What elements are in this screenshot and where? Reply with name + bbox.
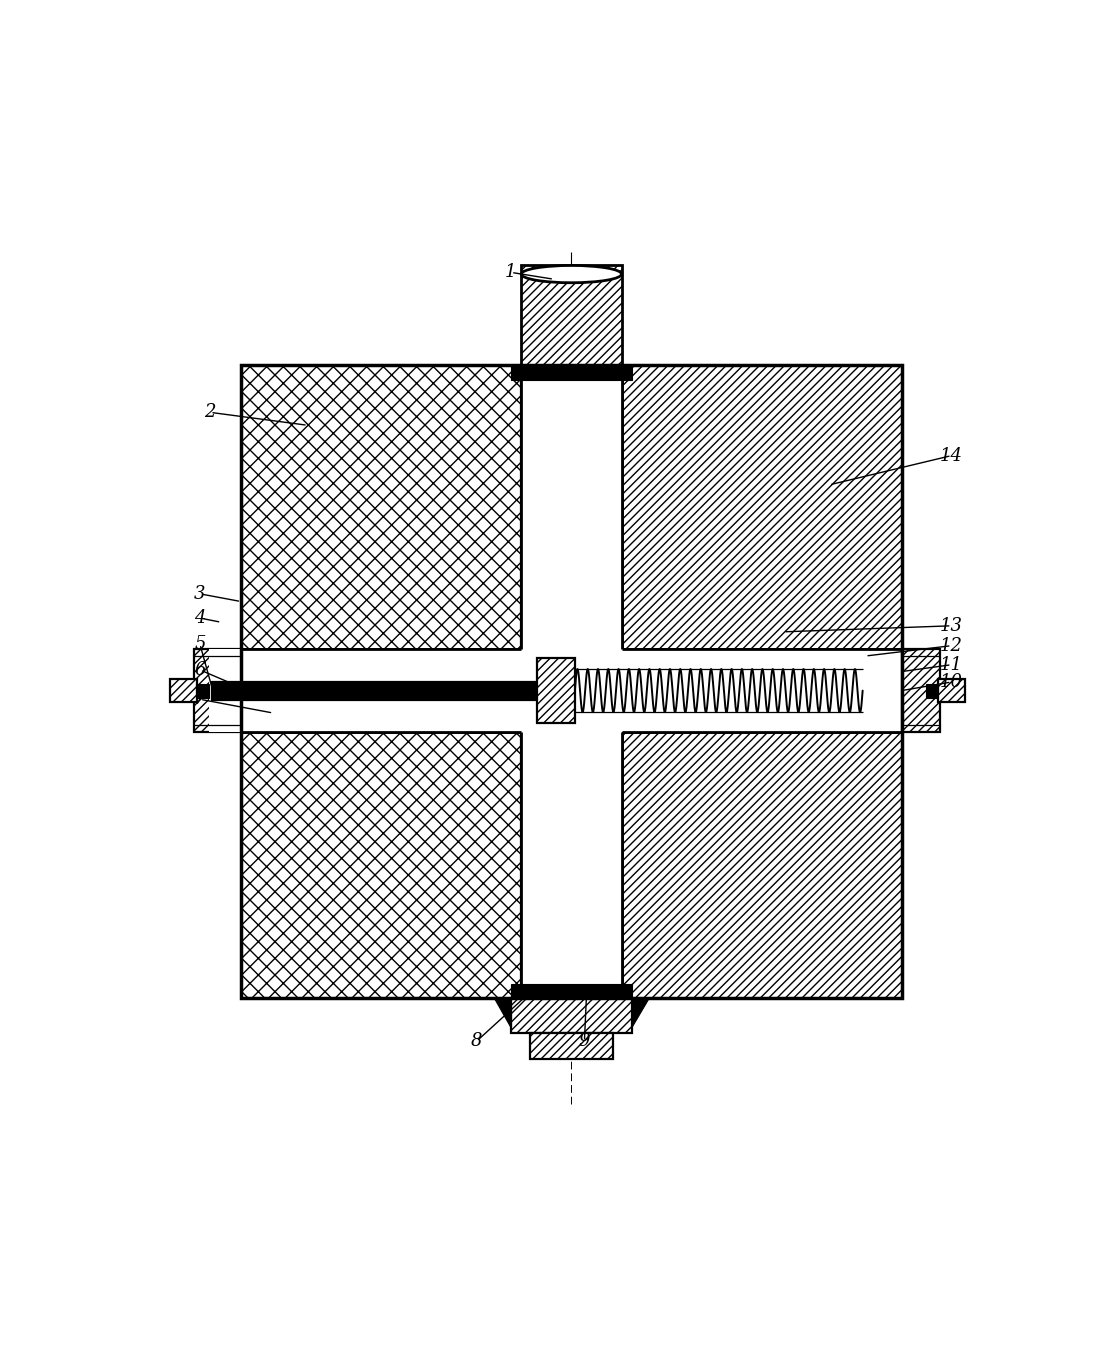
Text: 8: 8 <box>471 1032 482 1051</box>
Bar <box>621 365 902 649</box>
Text: 13: 13 <box>940 617 963 634</box>
Bar <box>536 659 575 723</box>
Text: 11: 11 <box>940 656 963 674</box>
Bar <box>902 649 940 731</box>
Bar <box>241 731 522 998</box>
Bar <box>196 684 209 698</box>
Bar <box>522 365 621 649</box>
Text: 1: 1 <box>505 264 516 282</box>
Polygon shape <box>632 998 649 1028</box>
Text: 7: 7 <box>194 690 205 709</box>
Bar <box>511 998 632 1033</box>
Bar <box>938 679 966 702</box>
Text: 4: 4 <box>194 609 205 626</box>
Text: 14: 14 <box>940 447 963 465</box>
Text: 10: 10 <box>940 674 963 691</box>
Bar <box>241 365 902 998</box>
Bar <box>530 1033 613 1059</box>
Bar <box>925 684 938 698</box>
Bar <box>241 649 902 731</box>
Bar <box>211 682 536 700</box>
Bar <box>522 365 621 998</box>
Text: 9: 9 <box>579 1032 590 1051</box>
Bar <box>522 265 621 365</box>
Text: 5: 5 <box>194 634 205 653</box>
Bar <box>169 679 197 702</box>
Bar <box>211 682 536 700</box>
Bar <box>511 985 632 998</box>
Bar <box>194 649 241 731</box>
Bar <box>511 365 632 380</box>
Bar <box>522 731 621 998</box>
Bar <box>210 649 536 731</box>
Bar <box>241 365 522 649</box>
Text: 6: 6 <box>194 661 205 679</box>
Text: 2: 2 <box>204 403 216 422</box>
Text: 12: 12 <box>940 637 963 655</box>
Bar <box>621 731 902 998</box>
Ellipse shape <box>522 265 621 283</box>
Text: 3: 3 <box>194 585 205 603</box>
Polygon shape <box>494 998 511 1028</box>
